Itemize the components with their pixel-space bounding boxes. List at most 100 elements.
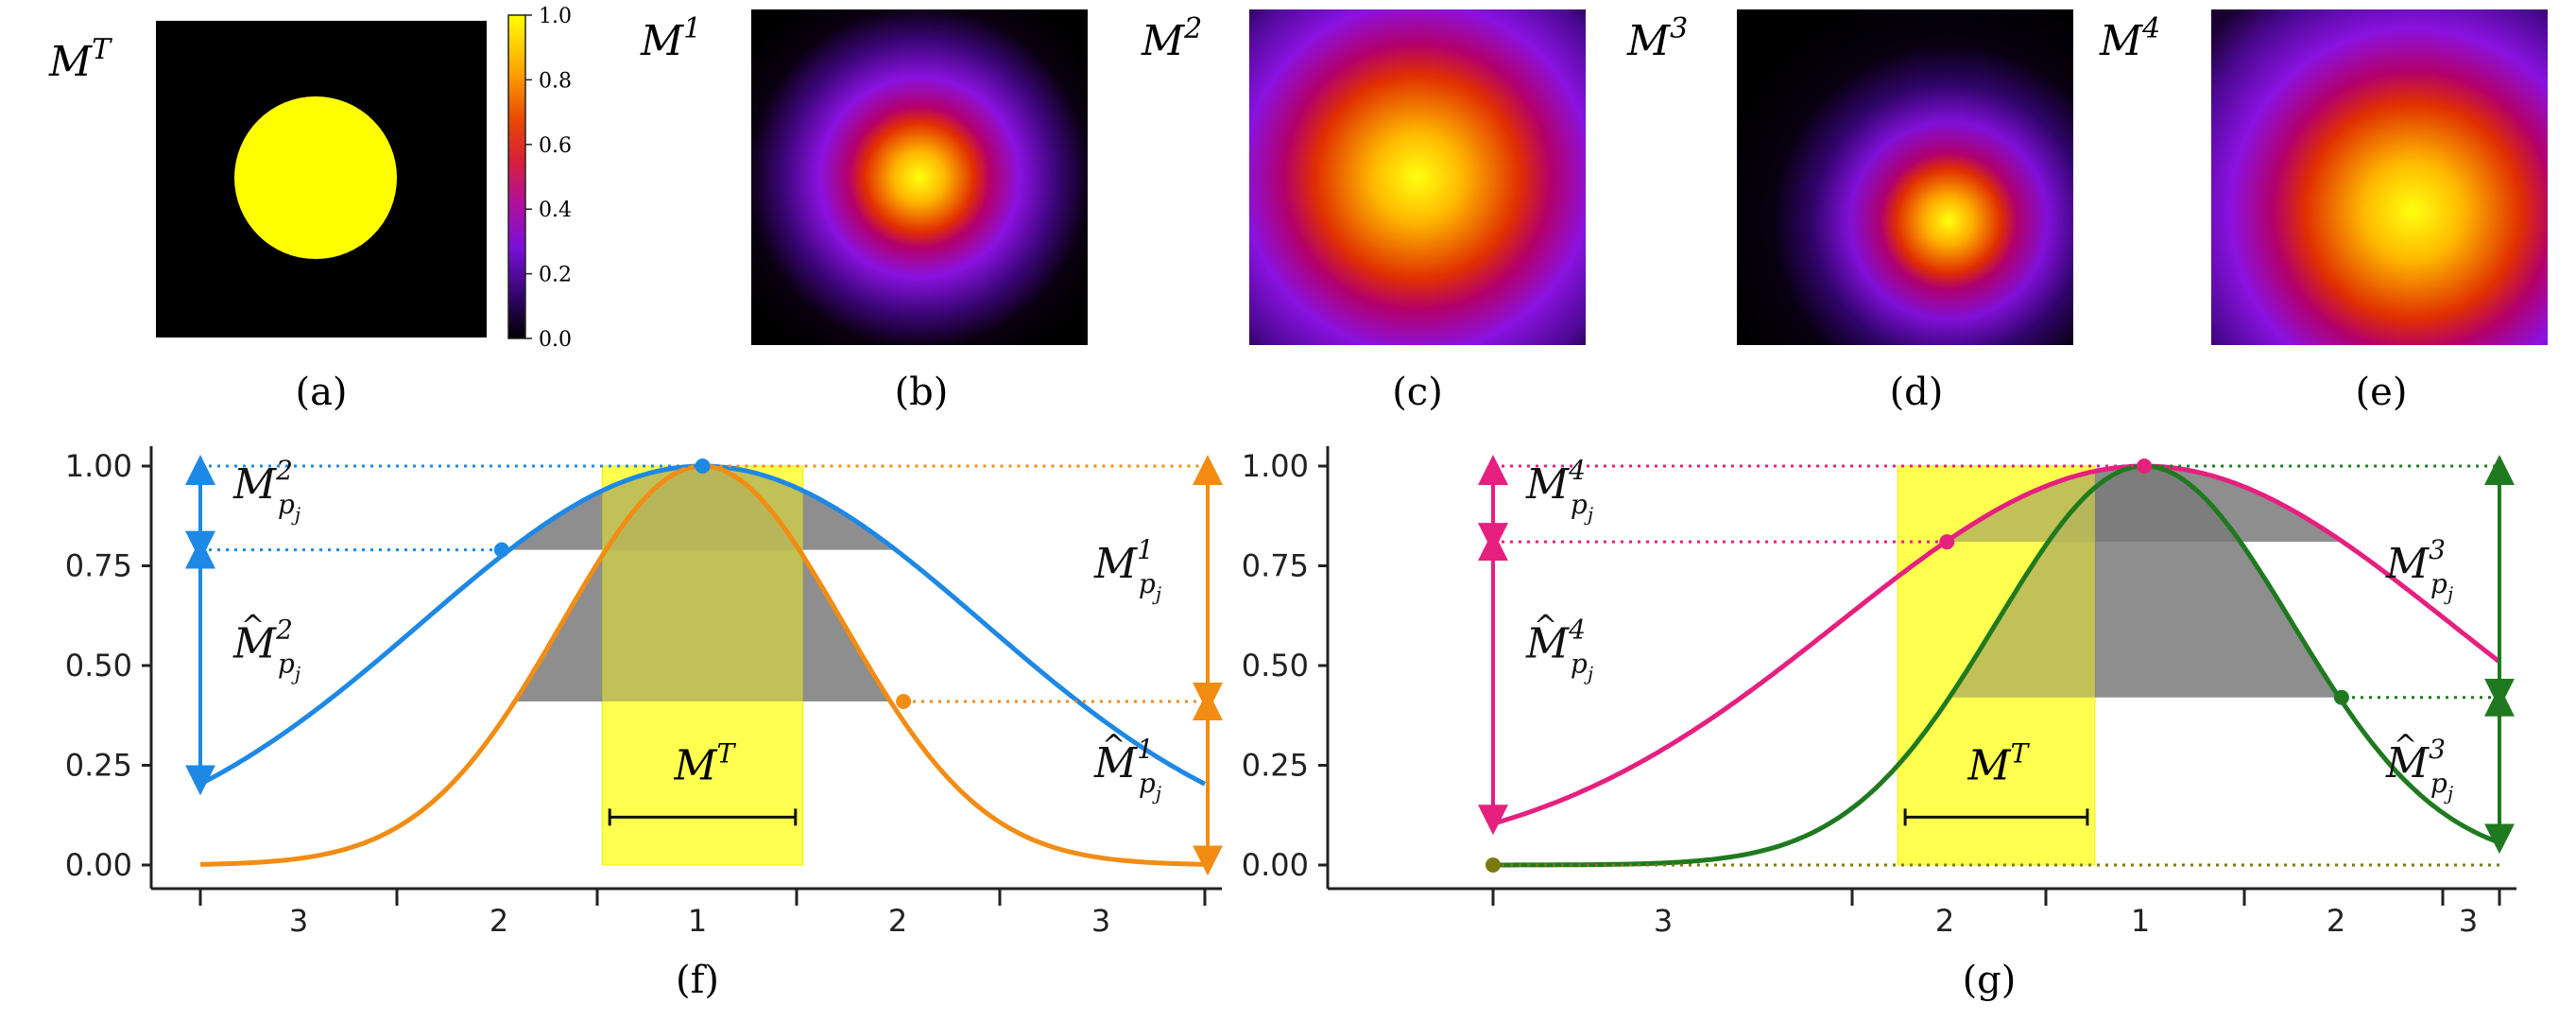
label-upper-right-subsub: j — [1152, 582, 1161, 605]
label-upper-right-base: M — [2385, 540, 2430, 588]
x-region-label: 2 — [888, 903, 907, 939]
panel-b: M1 (b) — [640, 9, 1088, 414]
heatmap-m2 — [1249, 9, 1586, 345]
target-label-base: M — [1967, 741, 2012, 789]
target-region-overlay — [1898, 466, 2095, 865]
peak-point — [695, 459, 711, 474]
label-upper-left-base: M — [232, 460, 277, 509]
label-lower-left-sup: 2 — [275, 614, 293, 646]
panel-e-caption: (e) — [2356, 371, 2408, 414]
overlap-region — [1950, 466, 2339, 698]
overlap-region — [1946, 466, 2339, 543]
y-tick-label: 1.00 — [65, 448, 132, 484]
x-region-label: 3 — [289, 903, 308, 939]
y-tick-label: 0.50 — [65, 648, 132, 684]
y-tick-label: 0.75 — [1242, 548, 1309, 584]
colorbar-tick-label: 1.0 — [539, 5, 572, 28]
panel-d: M3 (d) — [1626, 9, 2073, 414]
panel-d-label: M3 — [1626, 12, 1688, 65]
label-upper-left-subsub: j — [1584, 503, 1593, 526]
panel-a: MT 1.0 0.8 0.6 0.4 0.2 0.0 (a) — [48, 5, 572, 414]
label-lower-left-base: M — [232, 620, 277, 668]
target-label-sup: T — [2011, 737, 2031, 769]
overlap-region — [516, 466, 889, 701]
colorbar — [507, 14, 526, 339]
target-label: MT — [674, 737, 737, 789]
x-region-label: 1 — [688, 903, 707, 939]
label-lower-left-base: M — [1525, 620, 1570, 668]
data-point — [896, 693, 912, 709]
label-upper-right: M3 pj — [2385, 534, 2453, 605]
label-lower-right-subsub: j — [1152, 782, 1161, 805]
x-region-label: 2 — [489, 903, 508, 939]
series-line-M4 — [1492, 463, 2501, 826]
y-tick-label: 0.50 — [1242, 648, 1309, 684]
target-label-sup: T — [717, 737, 737, 769]
data-point — [1939, 534, 1955, 550]
panel-a-caption: (a) — [295, 371, 347, 414]
label-lower-right-hat: ^ — [1102, 729, 1125, 762]
label-upper-left-sup: 4 — [1568, 455, 1586, 486]
x-region-label: 1 — [2131, 903, 2150, 939]
colorbar-tick-label: 0.8 — [539, 69, 572, 93]
y-tick-label: 1.00 — [1242, 448, 1309, 484]
target-label-base: M — [674, 741, 718, 789]
label-lower-right-hat: ^ — [2394, 729, 2417, 762]
panel-e: M4 (e) — [2099, 9, 2548, 414]
label-upper-right-sup: 3 — [2429, 534, 2446, 565]
panel-c-label: M2 — [1141, 12, 1202, 65]
heatmap-m4 — [2211, 9, 2548, 345]
label-lower-right-base: M — [1093, 739, 1138, 787]
y-tick-label: 0.00 — [65, 847, 132, 883]
label-lower-right: M1 pj — [1093, 734, 1161, 805]
y-tick-label: 0.25 — [65, 748, 132, 784]
heatmap-m1 — [751, 9, 1088, 345]
target-label: MT — [1967, 737, 2031, 789]
colorbar-tick-label: 0.6 — [539, 134, 572, 158]
x-region-label: 3 — [1091, 903, 1110, 939]
x-region-label: 2 — [2327, 903, 2345, 939]
label-lower-left: M4 pj — [1525, 614, 1593, 685]
x-region-label: 3 — [1654, 903, 1673, 939]
label-lower-right-sup: 1 — [1137, 734, 1154, 765]
panel-b-caption: (b) — [895, 371, 949, 414]
label-upper-right-sub: p — [2430, 568, 2447, 599]
label-upper-left-sub: p — [278, 489, 295, 520]
x-region-label: 2 — [1935, 903, 1954, 939]
label-upper-left: M4 pj — [1525, 455, 1593, 526]
panel-d-caption: (d) — [1890, 371, 1944, 414]
label-upper-right-sup: 1 — [1137, 534, 1154, 565]
label-upper-right-base: M — [1093, 540, 1138, 588]
label-lower-right-subsub: j — [2444, 782, 2453, 805]
colorbar-tick-label: 0.4 — [539, 199, 572, 222]
label-lower-left-subsub: j — [1584, 663, 1593, 685]
colorbar-ticks: 1.0 0.8 0.6 0.4 0.2 0.0 — [525, 5, 572, 352]
label-upper-left-sup: 2 — [275, 455, 293, 486]
y-tick-label: 0.75 — [65, 548, 132, 584]
label-lower-right-sub: p — [2430, 768, 2447, 799]
label-lower-right-base: M — [2385, 739, 2430, 787]
panel-c: M2 (c) — [1141, 9, 1586, 414]
label-lower-left-sub: p — [1571, 649, 1588, 680]
colorbar-tick-label: 0.0 — [539, 328, 572, 352]
label-lower-right-sub: p — [1139, 768, 1156, 799]
origin-point — [1485, 857, 1501, 873]
y-tick-label: 0.25 — [1242, 748, 1309, 784]
label-lower-right-sup: 3 — [2429, 734, 2446, 765]
label-lower-left-sup: 4 — [1568, 614, 1586, 646]
panel-a-label: MT — [48, 33, 112, 86]
data-point — [2333, 689, 2349, 705]
data-point — [493, 542, 509, 558]
target-mask-disk — [234, 96, 397, 259]
label-upper-right-sub: p — [1139, 568, 1156, 599]
chart-caption: (f) — [676, 959, 719, 1002]
target-region-overlay — [602, 466, 803, 865]
label-upper-left-sub: p — [1571, 489, 1588, 520]
label-upper-left: M2 pj — [232, 455, 301, 526]
y-tick-label: 0.00 — [1242, 847, 1309, 883]
label-lower-left-hat: ^ — [241, 610, 265, 643]
label-lower-left-hat: ^ — [1534, 610, 1557, 643]
